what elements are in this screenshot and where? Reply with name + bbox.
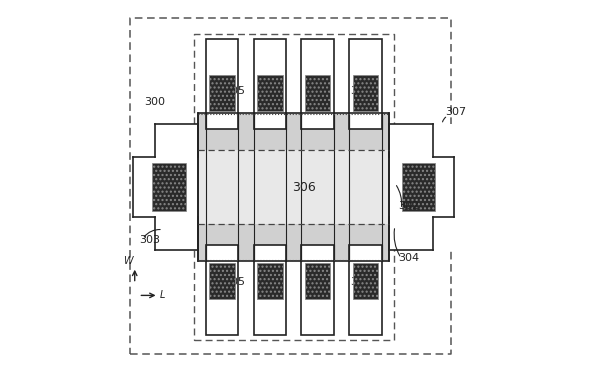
Bar	[254, 245, 286, 335]
Bar	[257, 263, 283, 298]
Bar	[152, 163, 185, 211]
Bar	[402, 163, 435, 211]
Text: 305: 305	[350, 86, 371, 96]
Bar	[305, 76, 330, 111]
Bar	[302, 245, 334, 335]
Bar	[302, 39, 334, 129]
Bar	[349, 39, 382, 129]
Bar	[133, 124, 198, 250]
Text: 307: 307	[445, 107, 466, 117]
Bar	[353, 76, 378, 111]
Bar	[349, 39, 382, 129]
Bar	[198, 224, 389, 261]
Text: 305: 305	[224, 278, 245, 287]
Bar	[198, 150, 389, 224]
Bar	[206, 39, 238, 129]
Bar	[206, 39, 238, 129]
Text: W: W	[123, 256, 133, 266]
Bar	[349, 245, 382, 335]
Text: 305: 305	[350, 278, 371, 287]
Bar	[209, 263, 235, 298]
Text: 306: 306	[292, 181, 316, 193]
Bar	[302, 39, 334, 129]
Bar	[305, 263, 330, 298]
Bar	[209, 76, 235, 111]
Text: L: L	[160, 290, 165, 300]
Bar	[257, 76, 283, 111]
Text: 300: 300	[144, 97, 165, 107]
Bar	[198, 113, 389, 150]
Bar	[302, 245, 334, 335]
Bar	[198, 113, 389, 261]
Bar	[254, 245, 286, 335]
Bar	[254, 39, 286, 129]
Bar	[349, 245, 382, 335]
Bar	[206, 245, 238, 335]
Text: 302: 302	[399, 201, 420, 211]
Text: 304: 304	[399, 253, 420, 263]
Text: 305: 305	[224, 86, 245, 96]
Bar	[206, 245, 238, 335]
Bar	[353, 263, 378, 298]
Text: 303: 303	[139, 234, 160, 245]
Bar	[389, 124, 454, 250]
Bar	[254, 39, 286, 129]
